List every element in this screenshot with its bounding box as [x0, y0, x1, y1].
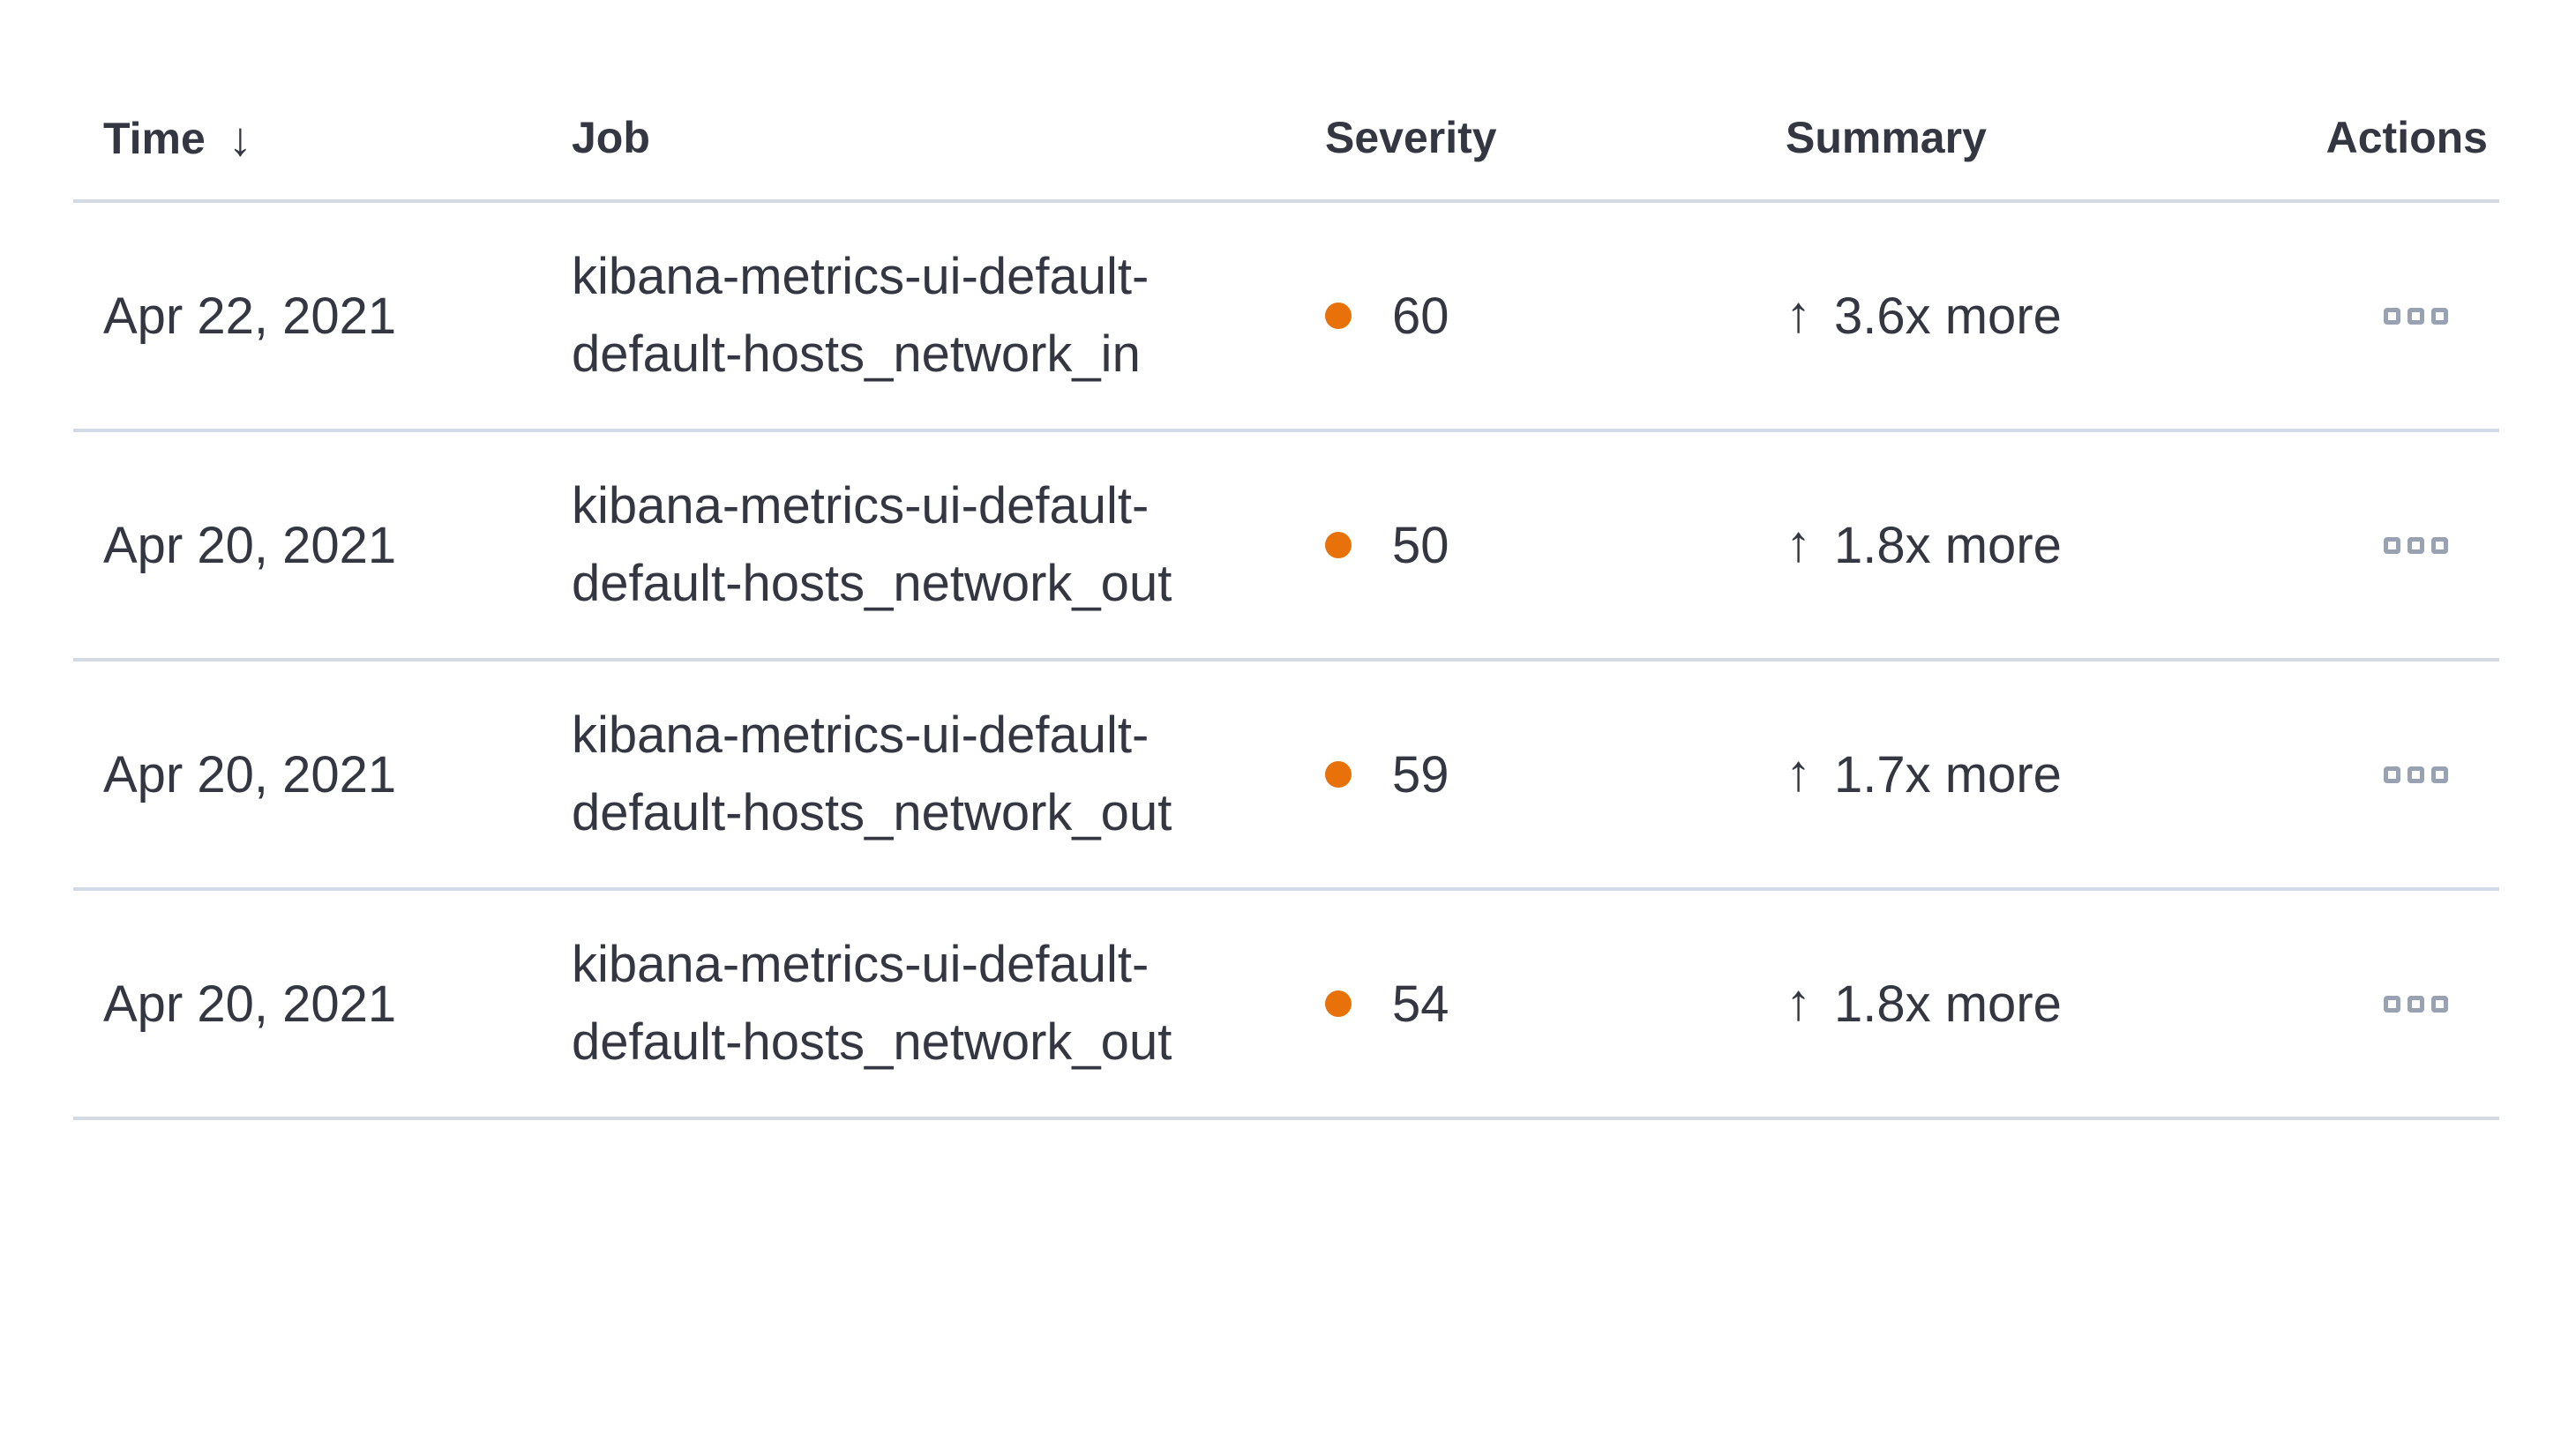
column-header-job[interactable]: Job — [572, 112, 1325, 163]
cell-summary: ↑ 3.6x more — [1786, 285, 2317, 346]
job-id-line-2: default-hosts_network_in — [572, 325, 1141, 383]
summary-text: 3.6x more — [1834, 287, 2062, 345]
row-actions-button[interactable] — [2375, 987, 2457, 1021]
column-header-severity[interactable]: Severity — [1325, 112, 1786, 163]
cell-actions — [2317, 987, 2499, 1021]
arrow-up-icon: ↑ — [1786, 514, 1811, 572]
cell-actions — [2317, 299, 2499, 333]
severity-dot-icon — [1325, 532, 1352, 558]
table-row: Apr 20, 2021 kibana-metrics-ui-default- … — [73, 891, 2499, 1120]
cell-job: kibana-metrics-ui-default- default-hosts… — [572, 467, 1325, 623]
cell-summary: ↑ 1.8x more — [1786, 973, 2317, 1034]
severity-score: 59 — [1392, 745, 1449, 803]
summary-text: 1.8x more — [1834, 516, 2062, 574]
cell-severity: 54 — [1325, 975, 1786, 1034]
arrow-up-icon: ↑ — [1786, 973, 1811, 1031]
cell-time: Apr 20, 2021 — [103, 516, 397, 574]
cell-job: kibana-metrics-ui-default- default-hosts… — [572, 697, 1325, 852]
column-header-summary-label: Summary — [1786, 112, 1987, 162]
cell-job: kibana-metrics-ui-default- default-hosts… — [572, 926, 1325, 1081]
summary-text: 1.8x more — [1834, 975, 2062, 1033]
severity-dot-icon — [1325, 990, 1352, 1017]
column-header-job-label: Job — [572, 112, 650, 162]
cell-time: Apr 22, 2021 — [103, 287, 397, 345]
severity-dot-icon — [1325, 761, 1352, 788]
cell-time: Apr 20, 2021 — [103, 745, 397, 803]
row-actions-button[interactable] — [2375, 528, 2457, 563]
arrow-up-icon: ↑ — [1786, 285, 1811, 343]
column-header-time[interactable]: Time ↓ — [73, 110, 572, 166]
severity-score: 54 — [1392, 975, 1449, 1033]
boxes-horizontal-icon — [2384, 995, 2400, 1013]
severity-score: 50 — [1392, 516, 1449, 574]
cell-job: kibana-metrics-ui-default- default-hosts… — [572, 238, 1325, 393]
table-row: Apr 20, 2021 kibana-metrics-ui-default- … — [73, 432, 2499, 661]
boxes-horizontal-icon — [2384, 766, 2400, 783]
column-header-actions: Actions — [2317, 112, 2499, 163]
job-id-line-2: default-hosts_network_out — [572, 1013, 1172, 1071]
boxes-horizontal-icon — [2384, 536, 2400, 554]
severity-score: 60 — [1392, 287, 1449, 345]
column-header-summary[interactable]: Summary — [1786, 112, 2317, 163]
table-header-row: Time ↓ Job Severity Summary Actions — [73, 0, 2499, 203]
job-id-line-2: default-hosts_network_out — [572, 784, 1172, 841]
job-id-line-1: kibana-metrics-ui-default- — [572, 936, 1149, 993]
boxes-horizontal-icon — [2384, 307, 2400, 325]
cell-severity: 59 — [1325, 745, 1786, 804]
sort-desc-icon: ↓ — [228, 112, 252, 166]
summary-text: 1.7x more — [1834, 745, 2062, 803]
severity-dot-icon — [1325, 303, 1352, 329]
arrow-up-icon: ↑ — [1786, 744, 1811, 802]
cell-severity: 60 — [1325, 287, 1786, 346]
table-row: Apr 20, 2021 kibana-metrics-ui-default- … — [73, 661, 2499, 891]
cell-severity: 50 — [1325, 516, 1786, 575]
anomalies-table: Time ↓ Job Severity Summary Actions Apr 2… — [73, 0, 2499, 1120]
job-id-line-1: kibana-metrics-ui-default- — [572, 248, 1149, 305]
cell-time: Apr 20, 2021 — [103, 975, 397, 1033]
column-header-time-label: Time — [103, 113, 206, 163]
job-id-line-2: default-hosts_network_out — [572, 555, 1172, 612]
cell-summary: ↑ 1.8x more — [1786, 514, 2317, 575]
column-header-severity-label: Severity — [1325, 112, 1497, 162]
cell-actions — [2317, 758, 2499, 792]
job-id-line-1: kibana-metrics-ui-default- — [572, 477, 1149, 534]
column-header-actions-label: Actions — [2325, 112, 2488, 162]
table-row: Apr 22, 2021 kibana-metrics-ui-default- … — [73, 203, 2499, 432]
cell-actions — [2317, 528, 2499, 563]
row-actions-button[interactable] — [2375, 299, 2457, 333]
row-actions-button[interactable] — [2375, 758, 2457, 792]
job-id-line-1: kibana-metrics-ui-default- — [572, 706, 1149, 764]
cell-summary: ↑ 1.7x more — [1786, 744, 2317, 804]
